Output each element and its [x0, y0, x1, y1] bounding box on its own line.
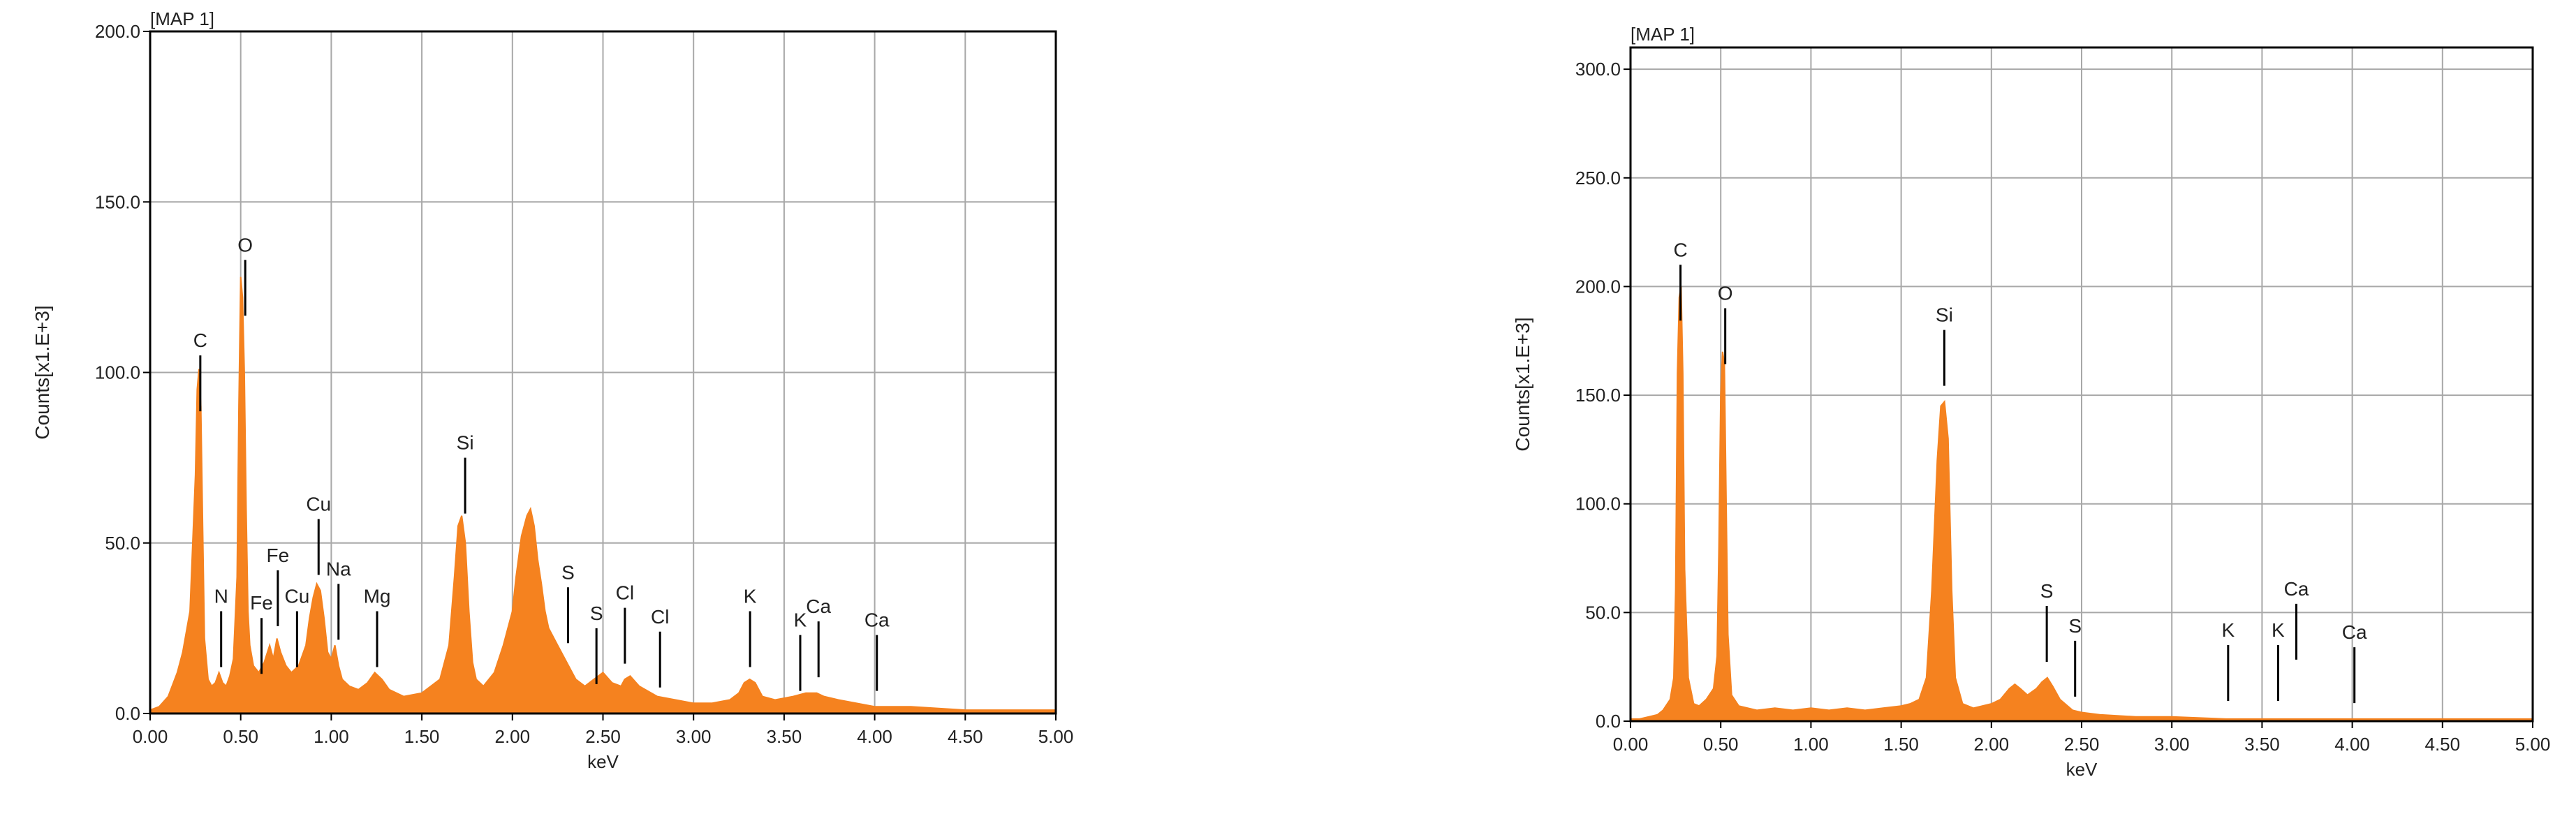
y-tick-label: 200.0 [95, 21, 140, 42]
y-tick-label: 150.0 [1575, 385, 1621, 406]
peak-marker-label: Si [1936, 304, 1953, 326]
x-tick-label: 2.00 [1973, 734, 2009, 755]
peak-marker-label: O [237, 234, 253, 256]
x-axis-label: keV [587, 751, 619, 772]
peak-marker-label: K [2272, 619, 2285, 641]
peak-marker-label: S [2068, 615, 2082, 637]
peak-marker-label: K [2221, 619, 2235, 641]
x-tick-label: 4.50 [948, 726, 983, 747]
peak-marker-label: S [590, 602, 603, 624]
peak-marker-label: Mg [364, 585, 391, 607]
x-tick-label: 0.00 [1613, 734, 1649, 755]
x-tick-label: 3.00 [2154, 734, 2190, 755]
peak-marker-label: S [561, 561, 575, 583]
spectrum-area [149, 276, 1057, 714]
peak-marker-label: C [1673, 239, 1687, 260]
y-tick-label: 0.0 [1596, 711, 1621, 732]
y-tick-label: 250.0 [1575, 168, 1621, 188]
y-tick-label: 50.0 [1585, 602, 1621, 623]
peak-marker-label: S [2040, 580, 2054, 602]
x-tick-label: 2.50 [2064, 734, 2100, 755]
x-tick-label: 2.50 [585, 726, 621, 747]
y-tick-label: 50.0 [105, 533, 140, 554]
peak-marker-label: K [744, 585, 757, 607]
x-tick-label: 1.00 [1793, 734, 1829, 755]
peak-marker-label: O [1718, 283, 1733, 304]
peak-marker-label: Fe [267, 545, 290, 566]
peak-marker-label: Cl [651, 606, 669, 628]
x-tick-label: 0.00 [133, 726, 168, 747]
y-tick-label: 0.0 [115, 703, 140, 724]
spectrum-area [1630, 286, 2533, 722]
peak-marker-label: Cu [306, 494, 331, 515]
x-tick-label: 0.50 [223, 726, 258, 747]
x-tick-label: 4.00 [2334, 734, 2370, 755]
x-axis-label: keV [2066, 759, 2098, 780]
x-tick-label: 0.50 [1703, 734, 1739, 755]
peak-marker-label: Fe [250, 592, 273, 614]
peak-marker-label: K [794, 609, 807, 631]
peak-marker-label: Ca [806, 596, 831, 617]
x-tick-label: 4.00 [857, 726, 892, 747]
x-tick-label: 1.00 [314, 726, 349, 747]
x-tick-label: 3.50 [767, 726, 802, 747]
y-tick-label: 100.0 [95, 362, 140, 383]
y-tick-label: 100.0 [1575, 494, 1621, 515]
map-label: [MAP 1] [150, 8, 214, 29]
x-tick-label: 3.50 [2244, 734, 2280, 755]
map-label: [MAP 1] [1631, 24, 1695, 45]
peak-marker-label: Cu [284, 585, 309, 607]
peak-marker-label: C [193, 330, 207, 351]
x-tick-label: 4.50 [2424, 734, 2460, 755]
x-tick-label: 1.50 [1883, 734, 1919, 755]
peak-marker-label: Si [457, 432, 474, 454]
x-tick-label: 1.50 [404, 726, 440, 747]
left-spectrum-chart: 0.00 0.50 1.00 1.50 2.00 2.50 3.00 3.50 4.00 4.50… [31, 8, 1073, 772]
y-tick-label: 200.0 [1575, 276, 1621, 297]
peak-marker-label: N [214, 585, 228, 607]
peak-marker-label: Ca [2284, 578, 2309, 600]
y-tick-label: 150.0 [95, 191, 140, 212]
peak-marker-label: Cl [616, 582, 634, 604]
peak-marker-label: Na [326, 558, 351, 579]
x-tick-label: 2.00 [494, 726, 530, 747]
x-tick-label: 3.00 [676, 726, 712, 747]
peak-marker-label: Ca [2342, 621, 2367, 643]
y-tick-label: 300.0 [1575, 59, 1621, 80]
right-spectrum-chart: 0.00 0.50 1.00 1.50 2.00 2.50 3.00 3.50 4.00 4.50… [1512, 24, 2550, 780]
peak-marker-label: Ca [864, 609, 890, 631]
y-axis-label: Counts[x1.E+3] [1512, 317, 1533, 451]
x-tick-label: 5.00 [2515, 734, 2551, 755]
y-axis-label: Counts[x1.E+3] [31, 305, 53, 439]
x-tick-label: 5.00 [1038, 726, 1074, 747]
